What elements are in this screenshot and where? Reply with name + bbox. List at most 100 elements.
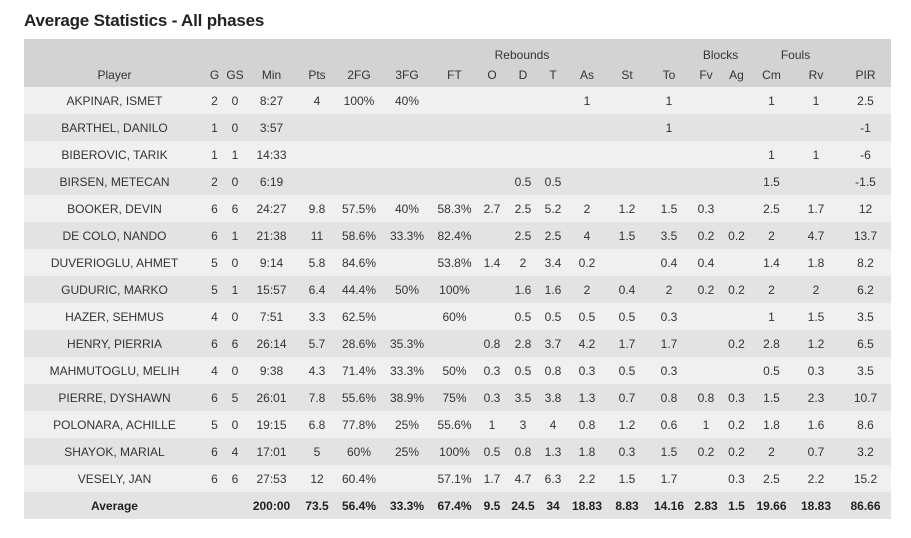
player-name-cell: DUVERIOGLU, AHMET [24, 249, 205, 276]
stat-cell: 0.2 [722, 438, 752, 465]
stat-cell: 55.6% [433, 411, 476, 438]
stat-cell [792, 168, 841, 195]
stat-cell: 3.4 [538, 249, 569, 276]
stat-cell: 1 [648, 87, 691, 114]
stat-cell: 4 [224, 438, 246, 465]
stat-cell [690, 168, 723, 195]
stat-cell: 0.3 [722, 384, 752, 411]
stat-cell: 0.7 [606, 384, 649, 411]
stat-cell: 55.6% [337, 384, 381, 411]
stat-cell [690, 357, 723, 384]
stat-cell: 6 [205, 195, 224, 222]
stat-cell: 1.5 [648, 195, 691, 222]
stat-cell: 1.3 [568, 384, 607, 411]
average-label-cell: Average [24, 492, 205, 519]
stat-cell [381, 303, 433, 330]
average-stat-cell: 24.5 [508, 492, 538, 519]
average-stat-cell: 56.4% [337, 492, 381, 519]
stat-cell: 2.5 [840, 87, 892, 114]
stat-cell: 0.5 [606, 303, 649, 330]
stat-cell: 1.7 [792, 195, 841, 222]
stat-cell: 1.8 [792, 249, 841, 276]
stat-cell: 13.7 [840, 222, 892, 249]
stat-cell: 60% [337, 438, 381, 465]
stat-cell: 2.8 [508, 330, 538, 357]
stat-cell [476, 222, 508, 249]
stat-cell [722, 87, 752, 114]
stat-cell: 2 [751, 276, 793, 303]
player-name-cell: HENRY, PIERRIA [24, 330, 205, 357]
stat-cell [722, 168, 752, 195]
column-header: As [568, 62, 607, 87]
stat-cell [722, 141, 752, 168]
stat-cell [606, 87, 649, 114]
stat-cell: 58.6% [337, 222, 381, 249]
stat-cell: 58.3% [433, 195, 476, 222]
stat-cell: 0.2 [722, 276, 752, 303]
stat-cell: 12 [297, 465, 337, 492]
player-name-cell: POLONARA, ACHILLE [24, 411, 205, 438]
stat-cell: 0 [224, 357, 246, 384]
stat-cell: 50% [433, 357, 476, 384]
stat-cell: 4.7 [792, 222, 841, 249]
stat-cell: 33.3% [381, 222, 433, 249]
stat-cell: 24:27 [246, 195, 297, 222]
stat-cell: 4 [205, 357, 224, 384]
stat-cell: 0.3 [648, 357, 691, 384]
stat-cell: 1.2 [606, 195, 649, 222]
stat-cell [433, 330, 476, 357]
stat-cell: 6:19 [246, 168, 297, 195]
stat-cell: 5 [224, 384, 246, 411]
stat-cell [337, 168, 381, 195]
stat-cell: 1.5 [751, 384, 793, 411]
stat-cell [606, 168, 649, 195]
stat-cell: 15.2 [840, 465, 892, 492]
column-header: G [205, 62, 224, 87]
group-header-fouls: Fouls [751, 39, 841, 62]
stat-cell: 53.8% [433, 249, 476, 276]
column-header: PIR [840, 62, 892, 87]
stat-cell: 1.4 [476, 249, 508, 276]
stat-cell: 14:33 [246, 141, 297, 168]
stat-cell: 100% [433, 438, 476, 465]
average-stat-cell: 2.83 [690, 492, 723, 519]
stat-cell: 71.4% [337, 357, 381, 384]
player-name-cell: DE COLO, NANDO [24, 222, 205, 249]
stat-cell: 75% [433, 384, 476, 411]
table-row: BIBEROVIC, TARIK 1 1 14:33 1 1 -6 [24, 141, 892, 168]
average-stat-cell: 9.5 [476, 492, 508, 519]
stat-cell [297, 114, 337, 141]
table-row: BOOKER, DEVIN 6 6 24:27 9.8 57.5% 40% 58.3% 2.7 2… [24, 195, 892, 222]
column-header: O [476, 62, 508, 87]
player-name-cell: HAZER, SEHMUS [24, 303, 205, 330]
stat-cell: 57.5% [337, 195, 381, 222]
stat-cell: 1 [648, 114, 691, 141]
stat-cell: 1 [690, 411, 723, 438]
stat-cell: 0.5 [508, 357, 538, 384]
stat-cell: 1.6 [508, 276, 538, 303]
stat-cell: 0.2 [690, 222, 723, 249]
table-row: POLONARA, ACHILLE 5 0 19:15 6.8 77.8% 25% 55.6%… [24, 411, 892, 438]
group-header-spacer [24, 39, 476, 62]
stat-cell: 2 [205, 87, 224, 114]
stat-cell [476, 87, 508, 114]
player-name-cell: AKPINAR, ISMET [24, 87, 205, 114]
stat-cell [433, 168, 476, 195]
stat-cell [381, 249, 433, 276]
stat-cell: 2.2 [792, 465, 841, 492]
stat-cell: 15:57 [246, 276, 297, 303]
stat-cell: 11 [297, 222, 337, 249]
page-title: Average Statistics - All phases [24, 11, 265, 30]
stat-cell: 6 [224, 330, 246, 357]
stat-cell: 0.5 [751, 357, 793, 384]
stat-cell: 0 [224, 249, 246, 276]
column-header: Rv [792, 62, 841, 87]
stat-cell: 1.5 [648, 438, 691, 465]
column-header: T [538, 62, 569, 87]
average-stat-cell [224, 492, 246, 519]
stat-cell: 100% [337, 87, 381, 114]
stat-cell [690, 465, 723, 492]
stat-cell: 84.6% [337, 249, 381, 276]
stat-cell: 28.6% [337, 330, 381, 357]
table-row: PIERRE, DYSHAWN 6 5 26:01 7.8 55.6% 38.9% 75% 0.… [24, 384, 892, 411]
